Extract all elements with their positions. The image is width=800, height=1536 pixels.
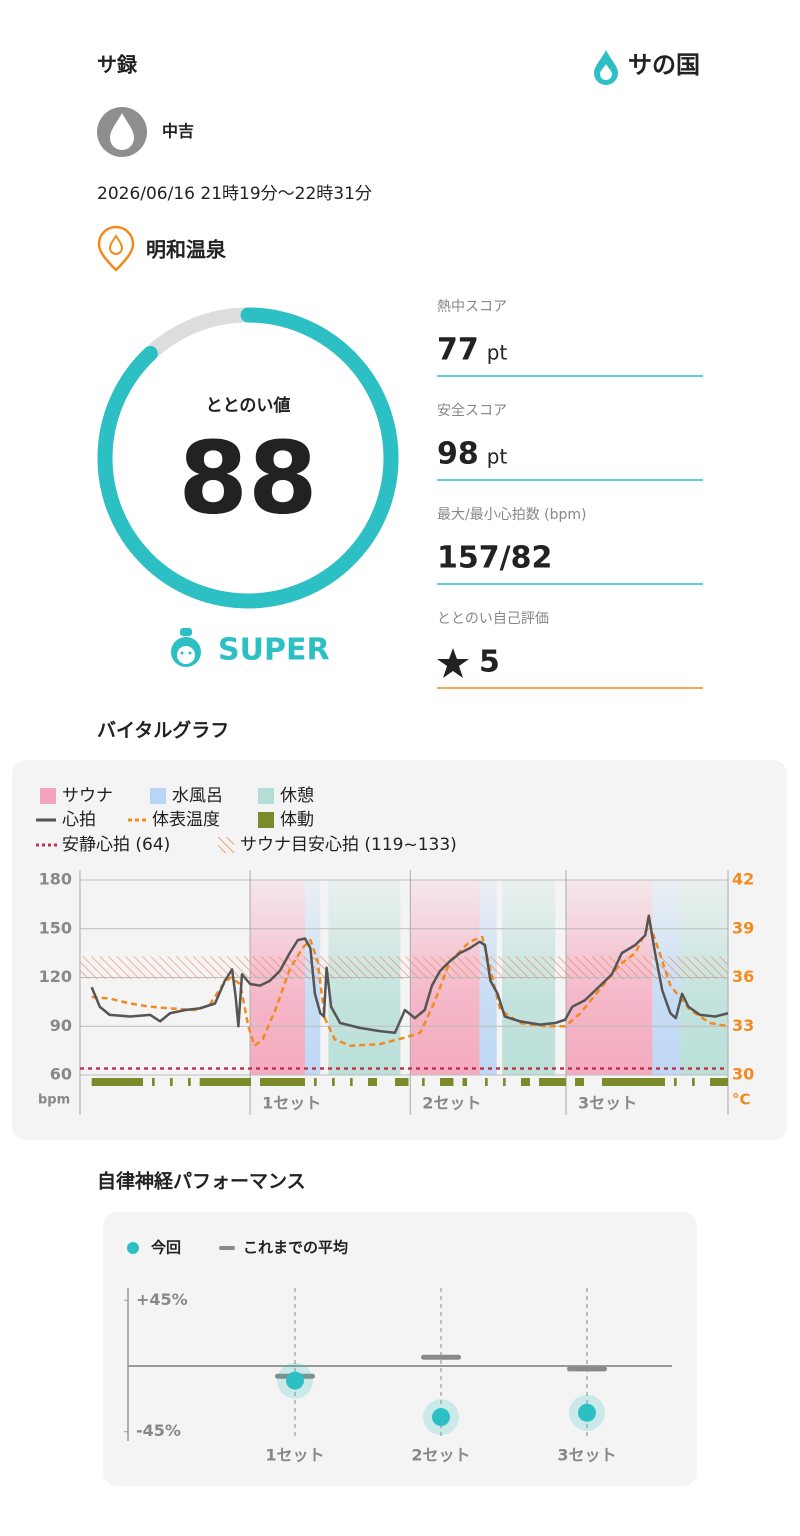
y-tick-label: 120 xyxy=(39,967,72,986)
section-title: 自律神経パフォーマンス xyxy=(97,1170,306,1193)
ring-number: 88 xyxy=(178,419,317,536)
current-marker xyxy=(286,1371,304,1390)
autonomic-card xyxy=(103,1212,697,1486)
motion-bar xyxy=(539,1078,566,1086)
y2-tick-label: 39 xyxy=(732,918,754,937)
score-list: 熱中スコア 77 pt 安全スコア 98 pt 最大/最小心拍数 (bpm) 157/82 とと… xyxy=(437,299,703,689)
legend-label: サウナ xyxy=(62,786,113,806)
legend-swatch xyxy=(127,1242,139,1254)
score-label: 安全スコア xyxy=(437,403,507,419)
heart_rate xyxy=(90,914,729,1034)
motion-bar xyxy=(332,1078,335,1086)
score-value: 157/82 xyxy=(437,541,552,576)
y2-tick-label: 30 xyxy=(732,1065,754,1084)
y-tick-label: 90 xyxy=(50,1016,72,1035)
legend-label: 休憩 xyxy=(280,786,314,806)
legend-label: 体表温度 xyxy=(152,810,220,830)
ring-value xyxy=(97,307,399,609)
score-value: 98 xyxy=(437,437,479,472)
y2-tick-label: 33 xyxy=(732,1016,754,1035)
legend-label: 心拍 xyxy=(62,810,96,830)
motion-bar xyxy=(503,1078,506,1086)
motion-bar xyxy=(521,1078,530,1086)
legend-swatch xyxy=(258,788,274,804)
motion-bar xyxy=(170,1078,173,1086)
score-label: 最大/最小心拍数 (bpm) xyxy=(437,507,587,523)
motion-bar xyxy=(710,1078,728,1086)
motion-bar xyxy=(575,1078,584,1086)
motion-bar xyxy=(462,1078,467,1086)
motion-bar xyxy=(368,1078,377,1086)
motion-bar xyxy=(602,1078,665,1086)
x-tick-label: 1セット xyxy=(265,1446,324,1465)
y-tick-label: 180 xyxy=(39,870,72,889)
current-marker xyxy=(578,1403,596,1422)
rank-label: SUPER xyxy=(218,633,330,668)
legend-label: 今回 xyxy=(151,1239,181,1257)
motion-bar xyxy=(199,1078,251,1086)
motion-bar xyxy=(260,1078,305,1086)
y-tick-label: +45% xyxy=(136,1290,188,1309)
score-unit: pt xyxy=(487,341,508,365)
motion-bar xyxy=(152,1078,155,1086)
motion-bar xyxy=(674,1078,677,1086)
motion-bar xyxy=(350,1078,353,1086)
legend-label: 体動 xyxy=(280,810,314,830)
legend-label: サウナ目安心拍 (119~133) xyxy=(240,835,457,855)
motion-bar xyxy=(314,1078,317,1086)
motion-bar xyxy=(395,1078,409,1086)
user-name: 中吉 xyxy=(162,122,194,141)
y2-tick-label: 42 xyxy=(732,870,754,889)
average-marker xyxy=(421,1354,461,1360)
set-label: 1セット xyxy=(262,1094,321,1113)
legend-label: 安静心拍 (64) xyxy=(62,835,170,855)
y-tick-label: -45% xyxy=(136,1421,181,1440)
legend-swatch xyxy=(150,788,166,804)
x-tick-label: 2セット xyxy=(411,1446,470,1465)
motion-bar xyxy=(422,1078,425,1086)
score-label: 熱中スコア xyxy=(437,299,507,315)
score-label: ととのい自己評価 xyxy=(437,611,549,627)
datetime: 2026/06/16 21時19分〜22時31分 xyxy=(97,184,372,204)
legend-swatch xyxy=(218,837,234,853)
motion-bar xyxy=(188,1078,191,1086)
legend-swatch xyxy=(258,812,274,828)
brand-name: サの国 xyxy=(628,51,700,79)
score-unit: pt xyxy=(487,445,508,469)
y-unit: bpm xyxy=(38,1093,70,1108)
score-value: 77 xyxy=(437,333,479,368)
set-label: 3セット xyxy=(578,1094,637,1113)
current-marker xyxy=(432,1408,450,1427)
app-title: サ録 xyxy=(97,53,138,77)
facility-name: 明和温泉 xyxy=(146,238,227,262)
motion-bar xyxy=(440,1078,454,1086)
motion-bar xyxy=(692,1078,695,1086)
x-tick-label: 3セット xyxy=(557,1446,616,1465)
score-value: 5 xyxy=(479,645,500,680)
average-marker xyxy=(567,1366,607,1372)
motion-bar xyxy=(485,1078,488,1086)
star-icon xyxy=(437,648,469,678)
target-band xyxy=(80,956,728,980)
y-tick-label: 150 xyxy=(39,918,72,937)
ring-label: ととのい値 xyxy=(206,395,291,416)
motion-bar xyxy=(91,1078,143,1086)
autonomic-chart: 今回 これまでの平均 +45% -45% 1セット 2セット 3セット xyxy=(124,1239,672,1465)
legend-label: これまでの平均 xyxy=(243,1239,348,1257)
legend-swatch xyxy=(40,788,56,804)
y2-unit: °C xyxy=(732,1091,751,1109)
set-label: 2セット xyxy=(422,1094,481,1113)
facility-icon xyxy=(97,225,135,272)
y-tick-label: 60 xyxy=(50,1065,72,1084)
y2-tick-label: 36 xyxy=(732,967,754,986)
legend-swatch xyxy=(219,1246,235,1250)
section-title: バイタルグラフ xyxy=(97,719,229,742)
legend-label: 水風呂 xyxy=(172,786,223,806)
